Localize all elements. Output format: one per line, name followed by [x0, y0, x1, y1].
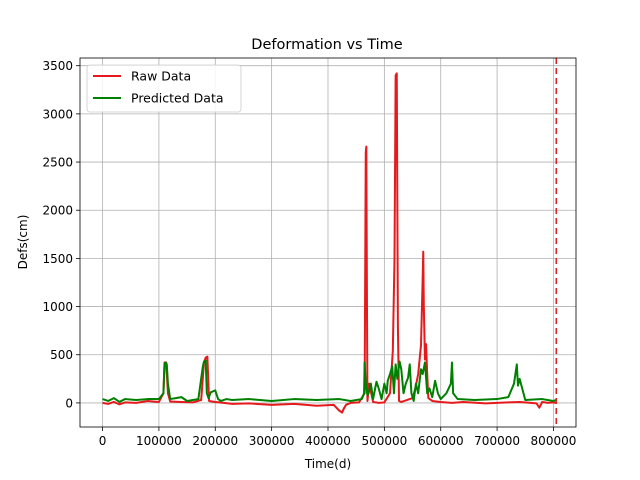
y-tick-label: 1500	[42, 252, 73, 266]
legend-label: Predicted Data	[131, 91, 224, 106]
series-line-raw-data	[102, 72, 556, 414]
x-tick-label: 800000	[531, 434, 577, 448]
x-tick-label: 100000	[136, 434, 182, 448]
y-tick-label: 3000	[42, 107, 73, 121]
y-ticks: 0 500 1000 1500 2000 2500 3000 3500	[42, 59, 80, 410]
plot-area	[102, 58, 558, 427]
series-group	[102, 58, 558, 427]
x-tick-label: 400000	[305, 434, 351, 448]
legend-box	[86, 64, 242, 113]
grid-lines	[80, 58, 576, 427]
y-tick-label: 1000	[42, 300, 73, 314]
y-tick-label: 500	[50, 348, 73, 362]
legend: Raw Data Predicted Data	[86, 64, 242, 113]
y-tick-label: 2500	[42, 156, 73, 170]
x-axis-label: Time(d)	[304, 457, 351, 471]
x-tick-label: 200000	[192, 434, 238, 448]
x-tick-label: 300000	[249, 434, 295, 448]
x-tick-label: 500000	[361, 434, 407, 448]
y-tick-label: 2000	[42, 204, 73, 218]
y-tick-label: 3500	[42, 59, 73, 73]
y-tick-label: 0	[65, 396, 73, 410]
x-tick-label: 700000	[474, 434, 520, 448]
x-tick-label: 0	[99, 434, 107, 448]
chart-title: Deformation vs Time	[251, 37, 402, 53]
series-line-predicted-data	[102, 359, 557, 403]
x-ticks: 0 100000 200000 300000 400000 500000 600000 700…	[99, 427, 577, 448]
legend-label: Raw Data	[131, 69, 191, 84]
x-tick-label: 600000	[418, 434, 464, 448]
y-axis-label: Defs(cm)	[16, 215, 30, 270]
